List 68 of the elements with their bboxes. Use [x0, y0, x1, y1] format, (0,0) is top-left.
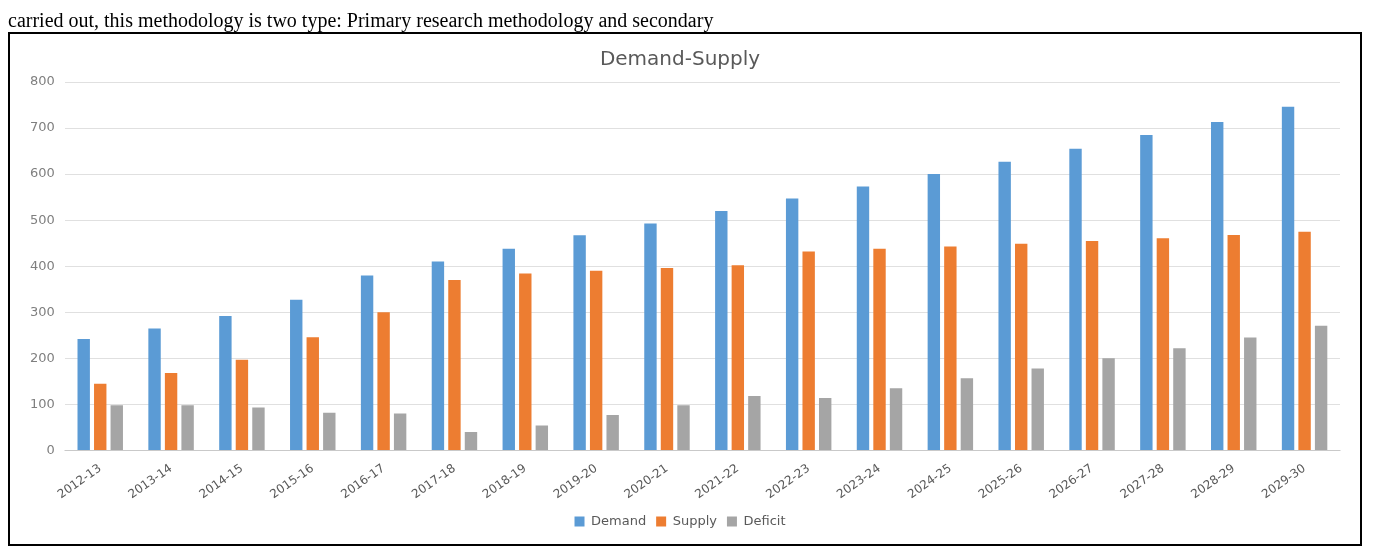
bar [1314, 325, 1328, 450]
y-tick-label: 0 [46, 441, 55, 457]
bar [235, 359, 249, 450]
y-tick-label: 600 [29, 165, 55, 181]
bar [464, 432, 478, 450]
bar [323, 412, 336, 450]
bar [393, 413, 407, 450]
bar [448, 280, 461, 450]
bar [660, 268, 674, 450]
bar [1281, 106, 1295, 450]
bar [164, 373, 178, 450]
bar [960, 378, 974, 450]
bar [1173, 348, 1186, 450]
bar [927, 174, 941, 450]
bar [785, 198, 799, 450]
bar [573, 235, 586, 450]
bar [998, 161, 1011, 450]
bar [94, 383, 107, 450]
bar [148, 328, 161, 450]
bar [819, 397, 832, 450]
bar [889, 388, 903, 450]
bar [377, 312, 390, 450]
bar [1211, 122, 1224, 450]
y-tick-label: 200 [29, 349, 55, 365]
bar [77, 338, 90, 450]
bar [1244, 337, 1257, 450]
bar [715, 210, 728, 450]
bar [1298, 231, 1311, 450]
bar [748, 396, 761, 450]
bar [502, 248, 515, 450]
bar [589, 270, 603, 450]
bar [856, 186, 870, 450]
bar [802, 251, 815, 450]
bar [360, 275, 374, 450]
bar [873, 248, 886, 450]
bar [252, 407, 265, 450]
bar [1156, 238, 1170, 450]
y-tick-label: 800 [29, 73, 55, 89]
bar [535, 425, 549, 450]
bar [944, 246, 957, 450]
bar [431, 261, 445, 450]
bar [731, 265, 745, 450]
bar [306, 337, 319, 450]
legend-label: Demand [591, 512, 647, 528]
text: carried out, this methodology is two type: Primary research methodology and secondary [8, 8, 715, 32]
chart-title: Demand-Supply [599, 46, 761, 71]
legend-label: Deficit [743, 512, 786, 528]
bar [644, 223, 657, 450]
bar [1015, 243, 1028, 450]
y-tick-label: 100 [29, 395, 55, 411]
legend-label: Supply [672, 512, 718, 528]
bar [1069, 148, 1082, 450]
y-tick-label: 700 [29, 119, 55, 135]
bar [1085, 240, 1099, 450]
bar [181, 405, 194, 450]
bar [519, 273, 532, 450]
bar [1031, 368, 1044, 450]
bar [219, 315, 232, 450]
bar [1102, 358, 1115, 450]
y-tick-label: 400 [29, 257, 55, 273]
bar [677, 405, 690, 450]
bar [606, 414, 619, 450]
y-tick-label: 300 [29, 303, 55, 319]
bar [110, 405, 123, 450]
y-tick-label: 500 [29, 211, 55, 227]
bar [290, 299, 303, 450]
bar [1140, 134, 1153, 450]
bar [1227, 234, 1240, 450]
